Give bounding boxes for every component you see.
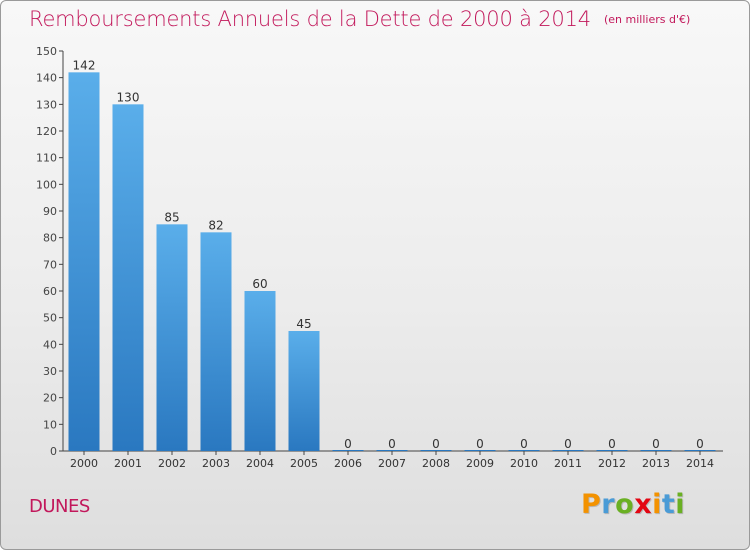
y-tick-label: 130 xyxy=(36,98,57,111)
x-tick-label: 2009 xyxy=(466,457,494,470)
data-label: 82 xyxy=(208,218,223,232)
title-text: Remboursements Annuels de la Dette de 20… xyxy=(29,7,591,31)
data-label: 0 xyxy=(344,437,352,451)
x-tick-label: 2005 xyxy=(290,457,318,470)
y-tick-label: 140 xyxy=(36,72,57,85)
y-tick-label: 120 xyxy=(36,125,57,138)
x-tick-label: 2004 xyxy=(246,457,274,470)
x-tick-label: 2008 xyxy=(422,457,450,470)
y-tick-label: 30 xyxy=(43,365,57,378)
bar xyxy=(640,450,672,451)
y-tick-label: 70 xyxy=(43,258,57,271)
bar xyxy=(200,232,232,451)
x-tick-label: 2007 xyxy=(378,457,406,470)
bar xyxy=(156,224,188,451)
commune-name: DUNES xyxy=(29,496,90,517)
data-label: 85 xyxy=(164,210,179,224)
y-tick-label: 90 xyxy=(43,205,57,218)
x-tick-label: 2011 xyxy=(554,457,582,470)
bar xyxy=(508,450,540,451)
bar xyxy=(420,450,452,451)
logo-letter: x xyxy=(634,489,653,520)
data-label: 142 xyxy=(73,58,96,72)
bar xyxy=(684,450,716,451)
y-tick-label: 100 xyxy=(36,178,57,191)
y-tick-label: 60 xyxy=(43,285,57,298)
data-label: 45 xyxy=(296,317,311,331)
y-tick-label: 40 xyxy=(43,338,57,351)
x-tick-label: 2002 xyxy=(158,457,186,470)
data-label: 0 xyxy=(608,437,616,451)
x-tick-label: 2000 xyxy=(70,457,98,470)
y-tick-label: 20 xyxy=(43,392,57,405)
y-tick-label: 150 xyxy=(36,45,57,58)
data-label: 0 xyxy=(388,437,396,451)
data-label: 0 xyxy=(652,437,660,451)
data-label: 0 xyxy=(696,437,704,451)
x-tick-label: 2014 xyxy=(686,457,714,470)
data-label: 0 xyxy=(520,437,528,451)
y-tick-label: 10 xyxy=(43,418,57,431)
data-label: 0 xyxy=(476,437,484,451)
bar xyxy=(288,331,320,451)
x-tick-label: 2010 xyxy=(510,457,538,470)
x-tick-label: 2013 xyxy=(642,457,670,470)
bar xyxy=(464,450,496,451)
logo-letter: P xyxy=(581,489,602,520)
data-label: 130 xyxy=(117,90,140,104)
bar xyxy=(244,291,276,451)
logo-letter: i xyxy=(652,489,662,520)
bar xyxy=(596,450,628,451)
data-label: 0 xyxy=(432,437,440,451)
logo-letter: o xyxy=(615,489,635,520)
x-tick-label: 2003 xyxy=(202,457,230,470)
bar xyxy=(112,104,144,451)
y-tick-label: 80 xyxy=(43,232,57,245)
y-tick-label: 110 xyxy=(36,152,57,165)
logo-letter: r xyxy=(601,489,616,520)
logo-letter: t xyxy=(661,489,676,520)
proxiti-logo[interactable]: Proxiti xyxy=(581,489,685,520)
bar xyxy=(552,450,584,451)
y-tick-label: 50 xyxy=(43,312,57,325)
bar xyxy=(332,450,364,451)
data-label: 0 xyxy=(564,437,572,451)
bar xyxy=(376,450,408,451)
x-tick-label: 2012 xyxy=(598,457,626,470)
x-tick-label: 2001 xyxy=(114,457,142,470)
logo-letter: i xyxy=(675,489,686,520)
y-tick-label: 0 xyxy=(50,445,57,458)
chart-title: Remboursements Annuels de la Dette de 20… xyxy=(29,7,690,31)
unit-label: (en milliers d'€) xyxy=(604,13,691,26)
data-label: 60 xyxy=(252,277,267,291)
x-tick-label: 2006 xyxy=(334,457,362,470)
bar xyxy=(68,72,100,451)
